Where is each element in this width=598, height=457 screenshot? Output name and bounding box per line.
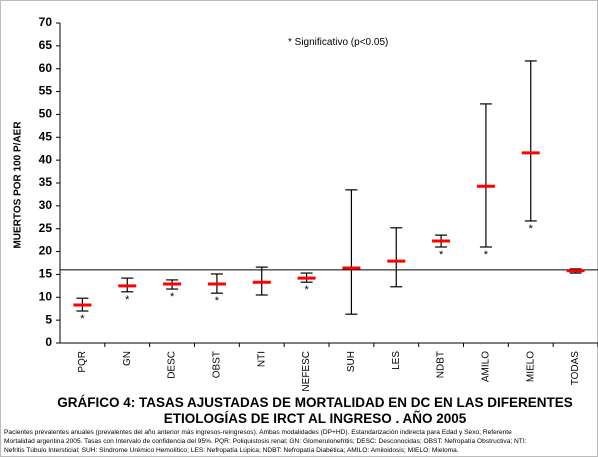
y-tick-label: 5	[45, 312, 52, 326]
x-tick-label: TODAS	[570, 351, 581, 386]
y-tick-label: 10	[39, 289, 53, 303]
y-tick-label: 15	[39, 267, 53, 281]
y-tick-label: 50	[39, 107, 53, 121]
y-tick-label: 0	[45, 335, 52, 349]
annotation: * Significativo (p<0.05)	[288, 37, 388, 48]
y-tick-label: 20	[39, 244, 53, 258]
y-tick-label: 45	[39, 129, 53, 143]
y-tick-label: 60	[39, 61, 53, 75]
y-tick-label: 30	[39, 198, 53, 212]
x-tick-label: LES	[391, 351, 402, 370]
x-tick-label: DESC	[167, 351, 178, 379]
significance-marker: *	[215, 295, 220, 307]
x-tick-label: OBST	[212, 351, 223, 378]
significance-marker: *	[170, 291, 175, 303]
chart-title: ETIOLOGÍAS DE IRCT AL INGRESO . AÑO 2005	[164, 411, 467, 426]
significance-marker: *	[484, 249, 489, 261]
significance-marker: *	[439, 249, 444, 261]
significance-marker: *	[80, 313, 85, 325]
x-tick-label: SUH	[346, 351, 357, 372]
x-tick-label: MIELO	[525, 351, 536, 382]
footnote: Mortalidad argentina 2005. Tasas con Int…	[4, 438, 527, 445]
significance-marker: *	[304, 284, 309, 296]
y-tick-label: 70	[39, 15, 53, 29]
y-tick-label: 40	[39, 152, 53, 166]
y-tick-label: 25	[39, 221, 53, 235]
x-tick-label: PQR	[77, 351, 88, 373]
x-tick-label: AMILO	[481, 351, 492, 382]
y-tick-label: 55	[39, 84, 53, 98]
x-tick-label: NDBT	[436, 351, 447, 378]
chart-title: GRÁFICO 4: TASAS AJUSTADAS DE MORTALIDAD…	[57, 395, 573, 410]
x-tick-label: NTI	[256, 351, 267, 367]
footnote: Pacientes prevalentes anuales (prevalent…	[4, 429, 512, 436]
significance-marker: *	[529, 223, 534, 235]
x-tick-label: GN	[122, 351, 133, 366]
y-tick-label: 35	[39, 175, 53, 189]
y-axis-label: MUERTOS POR 100 P/AER	[13, 121, 24, 249]
significance-marker: *	[125, 294, 130, 306]
y-tick-label: 65	[39, 38, 53, 52]
footnote: Nefritis Túbulo Intersticial; SUH: Síndr…	[4, 447, 459, 454]
x-tick-label: NEFESC	[301, 351, 312, 392]
